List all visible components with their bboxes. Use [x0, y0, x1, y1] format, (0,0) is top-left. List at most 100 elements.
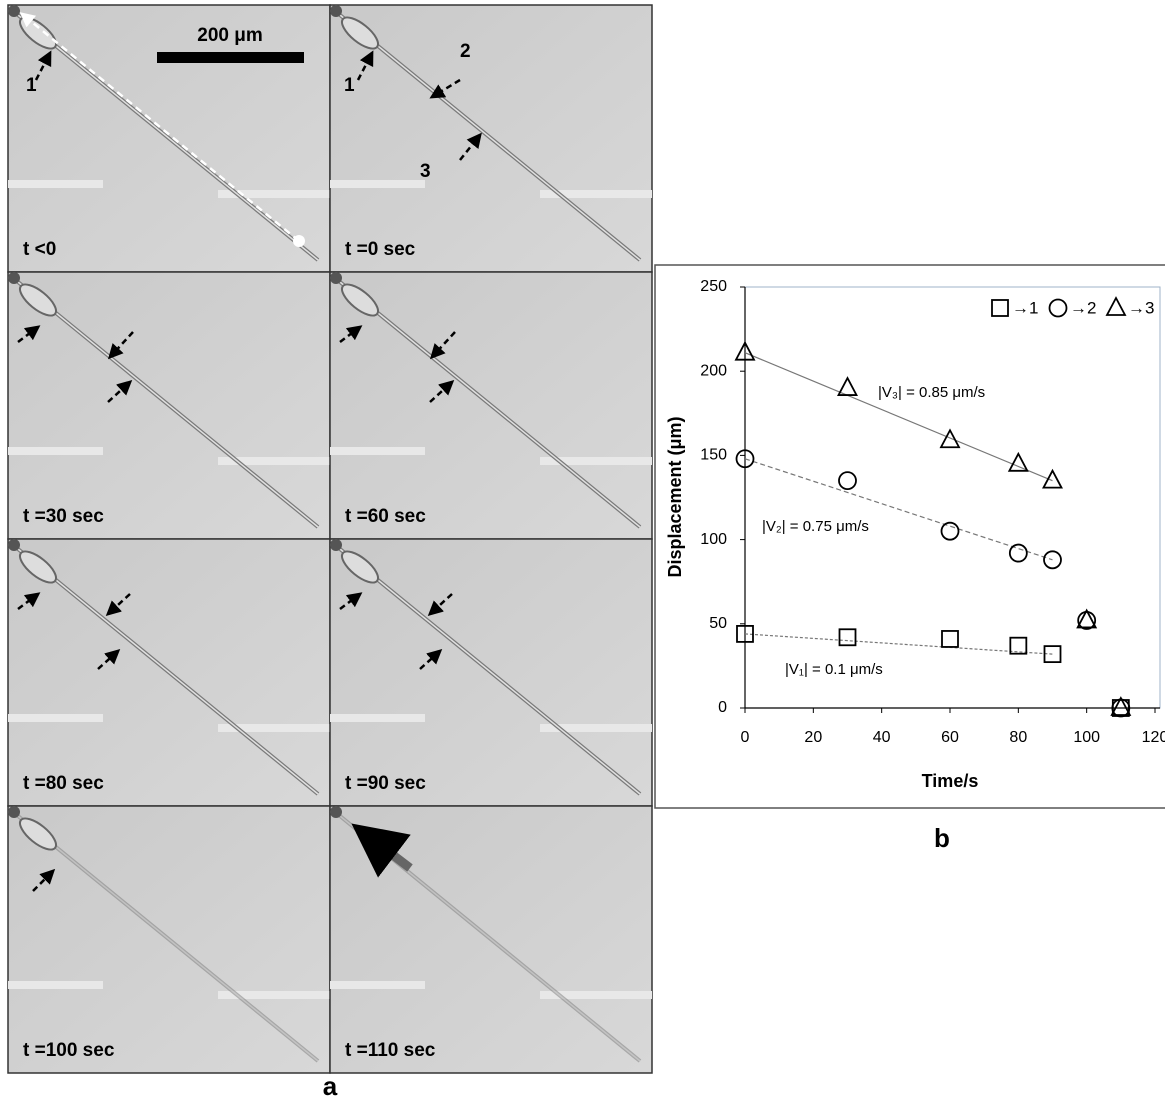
chart-frame	[654, 264, 1165, 809]
x-tick-label: 60	[941, 729, 959, 746]
background-stripe	[540, 991, 652, 999]
arrow	[429, 78, 461, 99]
marker-square	[1043, 645, 1062, 664]
frame-label: t =110 sec	[345, 1040, 436, 1061]
fiber-core	[339, 548, 641, 795]
trend-line	[744, 352, 1053, 482]
background-stripe	[540, 457, 652, 465]
y-tick-label: 250	[700, 278, 727, 295]
marker-square	[1009, 636, 1028, 655]
y-axis-label: Displacement (μm)	[665, 416, 685, 577]
marker-triangle	[1110, 696, 1132, 716]
arrow	[97, 648, 121, 670]
marker-square	[838, 628, 857, 647]
droplet	[340, 550, 380, 584]
x-tick-label: 0	[741, 729, 750, 746]
frame-label: t <0	[23, 239, 56, 260]
background-stripe	[218, 724, 330, 732]
legend-label: →2	[1070, 298, 1096, 317]
fiber-core	[17, 548, 319, 795]
tip	[330, 272, 342, 284]
marker-triangle	[837, 376, 858, 396]
droplet	[340, 16, 380, 50]
tip	[330, 539, 342, 551]
marker-triangle	[1042, 468, 1063, 489]
fiber-core	[339, 281, 641, 528]
marker-triangle	[1076, 608, 1098, 629]
fiber-core	[17, 281, 319, 528]
arrow	[356, 50, 374, 81]
frame-label: t =0 sec	[345, 239, 416, 260]
marker-square	[991, 299, 1009, 317]
y-tick-label: 50	[709, 615, 727, 632]
x-tick-label: 100	[1073, 729, 1100, 746]
arrow-label: 3	[420, 161, 431, 182]
background-stripe	[330, 180, 425, 188]
background-stripe	[540, 724, 652, 732]
trend-line	[744, 633, 1053, 655]
frame-label: t =100 sec	[23, 1040, 115, 1061]
arrow	[351, 823, 413, 878]
panel-label: a	[323, 1071, 338, 1101]
background-stripe	[218, 991, 330, 999]
frame-label: t =90 sec	[345, 773, 426, 794]
arrow	[339, 325, 363, 343]
x-tick-label: 120	[1142, 729, 1165, 746]
scale-bar-label: 200 μm	[197, 25, 263, 46]
background-stripe	[8, 180, 103, 188]
marker-circle	[735, 449, 755, 469]
arrow	[427, 593, 453, 617]
arrow	[107, 379, 133, 403]
marker-triangle	[939, 428, 961, 449]
arrow	[32, 868, 56, 892]
panel-label: b	[934, 823, 950, 853]
background-stripe	[218, 190, 330, 198]
arrow	[17, 592, 41, 610]
marker-square	[941, 630, 959, 648]
background-stripe	[8, 981, 103, 989]
arrow	[429, 379, 455, 403]
background-stripe	[330, 447, 425, 455]
trend-line	[744, 458, 1053, 561]
droplet	[18, 817, 58, 851]
marker-triangle	[1105, 296, 1127, 316]
marker-circle	[940, 521, 960, 541]
background-stripe	[8, 714, 103, 722]
tip	[330, 806, 342, 818]
y-tick-label: 200	[700, 362, 727, 379]
arrow	[419, 648, 443, 670]
background-stripe	[540, 190, 652, 198]
annotation: |V₃| = 0.85 μm/s	[878, 384, 985, 401]
marker-circle	[1043, 550, 1062, 570]
y-tick-label: 100	[700, 531, 727, 548]
arrow	[17, 325, 41, 343]
y-tick-label: 0	[718, 699, 727, 716]
arrow	[107, 331, 134, 360]
frame-label: t =30 sec	[23, 506, 104, 527]
annotation: |V₁| = 0.1 μm/s	[785, 661, 883, 678]
x-tick-label: 40	[873, 729, 891, 746]
x-tick-label: 80	[1009, 729, 1027, 746]
arrow	[429, 331, 456, 360]
arrow-label: 1	[26, 75, 37, 96]
tip	[8, 5, 20, 17]
marker-triangle	[1007, 451, 1029, 472]
tip	[8, 539, 20, 551]
legend-label: →1	[1012, 298, 1038, 317]
arrow	[105, 593, 131, 617]
droplet	[18, 550, 58, 584]
droplet	[340, 283, 380, 317]
arrow	[34, 50, 52, 81]
background-stripe	[218, 457, 330, 465]
scale-bar	[157, 52, 304, 63]
arrow-label: 2	[460, 41, 471, 62]
arrow	[459, 132, 482, 161]
fiber-core	[17, 14, 319, 261]
tip	[8, 272, 20, 284]
fiber-core	[17, 815, 319, 1062]
marker-circle	[1008, 543, 1028, 563]
arrow	[339, 592, 363, 610]
y-tick-label: 150	[700, 447, 727, 464]
frame-label: t =60 sec	[345, 506, 426, 527]
